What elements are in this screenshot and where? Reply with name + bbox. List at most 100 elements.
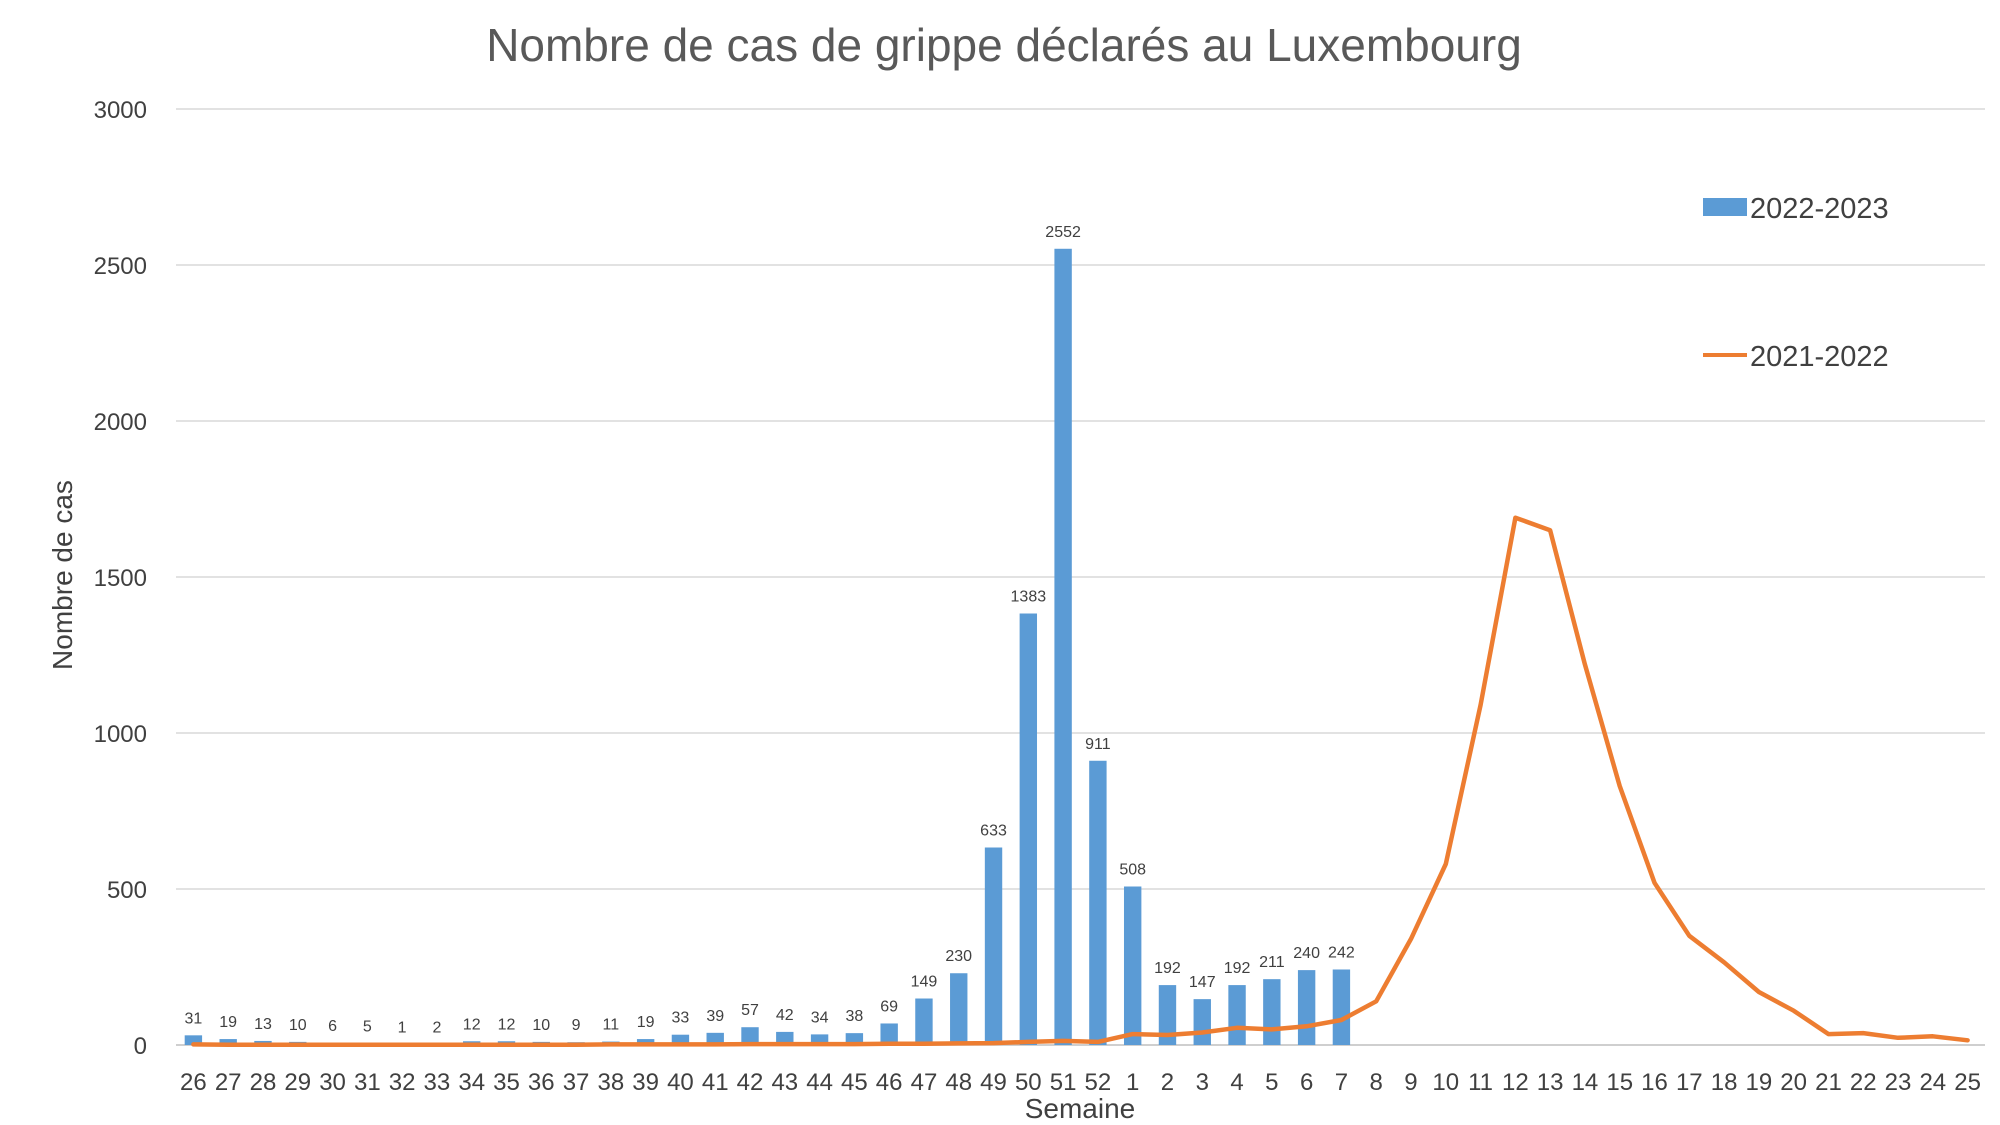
bar-data-label: 5 bbox=[363, 1018, 372, 1035]
bar-data-label: 10 bbox=[532, 1017, 550, 1034]
x-tick-label: 12 bbox=[1502, 1069, 1529, 1096]
bar bbox=[1193, 999, 1211, 1045]
bar-data-label: 230 bbox=[945, 948, 972, 965]
bar bbox=[950, 973, 968, 1045]
bar bbox=[219, 1039, 237, 1045]
bar bbox=[880, 1023, 898, 1045]
x-tick-label: 7 bbox=[1335, 1069, 1348, 1096]
x-tick-label: 11 bbox=[1468, 1069, 1493, 1096]
chart-title: Nombre de cas de grippe déclarés au Luxe… bbox=[486, 19, 1522, 71]
bar-data-label: 192 bbox=[1224, 960, 1251, 977]
x-tick-label: 16 bbox=[1641, 1069, 1668, 1096]
bar-data-label: 2552 bbox=[1045, 224, 1081, 241]
x-tick-label: 6 bbox=[1300, 1069, 1313, 1096]
bar bbox=[1332, 969, 1351, 1045]
bar-data-label: 211 bbox=[1259, 954, 1285, 971]
legend-swatch-2022-2023 bbox=[1703, 198, 1747, 216]
series-line bbox=[191, 515, 1970, 1047]
x-axis-title: Semaine bbox=[1025, 1093, 1136, 1124]
y-tick-label: 1000 bbox=[94, 721, 147, 748]
bar bbox=[1123, 886, 1142, 1045]
x-tick-label: 31 bbox=[354, 1069, 381, 1096]
bar-data-label: 19 bbox=[637, 1014, 655, 1031]
x-tick-label: 30 bbox=[319, 1069, 346, 1096]
x-tick-label: 8 bbox=[1370, 1069, 1383, 1096]
bar bbox=[1089, 760, 1107, 1045]
bar-data-label: 633 bbox=[980, 823, 1007, 840]
x-tick-label: 26 bbox=[180, 1069, 207, 1096]
x-axis-ticks: 26 27 28 29 30 31 32 33 34 35 36 37 38 39 40 41 42 43 44 45… bbox=[180, 1069, 1981, 1096]
x-tick-label: 32 bbox=[389, 1069, 416, 1096]
x-tick-label: 50 bbox=[1015, 1069, 1042, 1096]
x-tick-label: 25 bbox=[1954, 1069, 1981, 1096]
x-tick-label: 13 bbox=[1537, 1069, 1564, 1096]
x-tick-label: 46 bbox=[876, 1069, 903, 1096]
x-tick-label: 18 bbox=[1711, 1069, 1738, 1096]
bar bbox=[1263, 979, 1281, 1045]
bar bbox=[845, 1033, 864, 1045]
bar bbox=[915, 998, 933, 1045]
bar-data-label: 31 bbox=[184, 1010, 202, 1027]
bar-data-label: 57 bbox=[741, 1002, 759, 1019]
bar-data-label: 1383 bbox=[1011, 589, 1047, 606]
legend-label-2022-2023: 2022-2023 bbox=[1750, 193, 1889, 225]
x-tick-label: 40 bbox=[667, 1069, 694, 1096]
x-tick-label: 45 bbox=[841, 1069, 868, 1096]
y-tick-label: 2500 bbox=[94, 253, 147, 280]
x-tick-label: 21 bbox=[1815, 1069, 1842, 1096]
x-tick-label: 52 bbox=[1085, 1069, 1112, 1096]
bar-data-label: 6 bbox=[328, 1018, 337, 1035]
x-tick-label: 43 bbox=[771, 1069, 798, 1096]
x-tick-label: 5 bbox=[1265, 1069, 1278, 1096]
y-tick-label: 500 bbox=[107, 877, 147, 904]
x-tick-label: 29 bbox=[284, 1069, 311, 1096]
bar-data-label: 2 bbox=[432, 1019, 441, 1036]
bar-data-label: 33 bbox=[672, 1010, 690, 1027]
bar bbox=[636, 1039, 655, 1045]
y-axis-title: Nombre de cas bbox=[47, 480, 78, 670]
x-tick-label: 4 bbox=[1230, 1069, 1243, 1096]
x-tick-label: 35 bbox=[493, 1069, 520, 1096]
x-tick-label: 42 bbox=[737, 1069, 764, 1096]
x-tick-label: 24 bbox=[1919, 1069, 1946, 1096]
data-labels: 31 19 13 10 6 5 1 2 12 12 10 9 11 19 33 39 57 42 34 3869149… bbox=[184, 224, 1354, 1037]
x-tick-label: 27 bbox=[215, 1069, 242, 1096]
bar-data-label: 34 bbox=[811, 1009, 829, 1026]
x-tick-label: 37 bbox=[563, 1069, 590, 1096]
x-tick-label: 34 bbox=[458, 1069, 485, 1096]
y-tick-label: 0 bbox=[134, 1033, 147, 1060]
bar bbox=[706, 1032, 724, 1045]
x-tick-label: 14 bbox=[1572, 1069, 1599, 1096]
bar bbox=[776, 1031, 794, 1045]
x-tick-label: 3 bbox=[1196, 1069, 1209, 1096]
x-tick-label: 48 bbox=[945, 1069, 972, 1096]
x-tick-label: 49 bbox=[980, 1069, 1007, 1096]
x-tick-label: 22 bbox=[1850, 1069, 1877, 1096]
bar bbox=[1054, 248, 1072, 1045]
bar bbox=[810, 1034, 829, 1045]
x-tick-label: 44 bbox=[806, 1069, 833, 1096]
x-tick-label: 9 bbox=[1404, 1069, 1417, 1096]
bar-data-label: 13 bbox=[254, 1016, 272, 1033]
bar-data-label: 1 bbox=[398, 1020, 407, 1037]
bar bbox=[1019, 613, 1038, 1045]
bar-data-label: 39 bbox=[706, 1008, 724, 1025]
legend-label-2021-2022: 2021-2022 bbox=[1750, 341, 1889, 373]
x-tick-label: 28 bbox=[250, 1069, 277, 1096]
bar bbox=[1158, 985, 1177, 1045]
x-tick-label: 36 bbox=[528, 1069, 555, 1096]
bar-data-label: 149 bbox=[911, 974, 938, 991]
bar bbox=[1228, 985, 1246, 1045]
bar-data-label: 19 bbox=[219, 1014, 237, 1031]
x-tick-label: 15 bbox=[1606, 1069, 1633, 1096]
bar-data-label: 192 bbox=[1154, 960, 1181, 977]
bar-data-label: 38 bbox=[845, 1008, 863, 1025]
line-series-2021-2022 bbox=[191, 515, 1970, 1047]
bar-data-label: 69 bbox=[880, 998, 898, 1015]
bar-data-label: 911 bbox=[1085, 736, 1111, 753]
bar-data-label: 508 bbox=[1119, 862, 1146, 879]
x-tick-label: 39 bbox=[632, 1069, 659, 1096]
bar-data-label: 242 bbox=[1328, 944, 1355, 961]
